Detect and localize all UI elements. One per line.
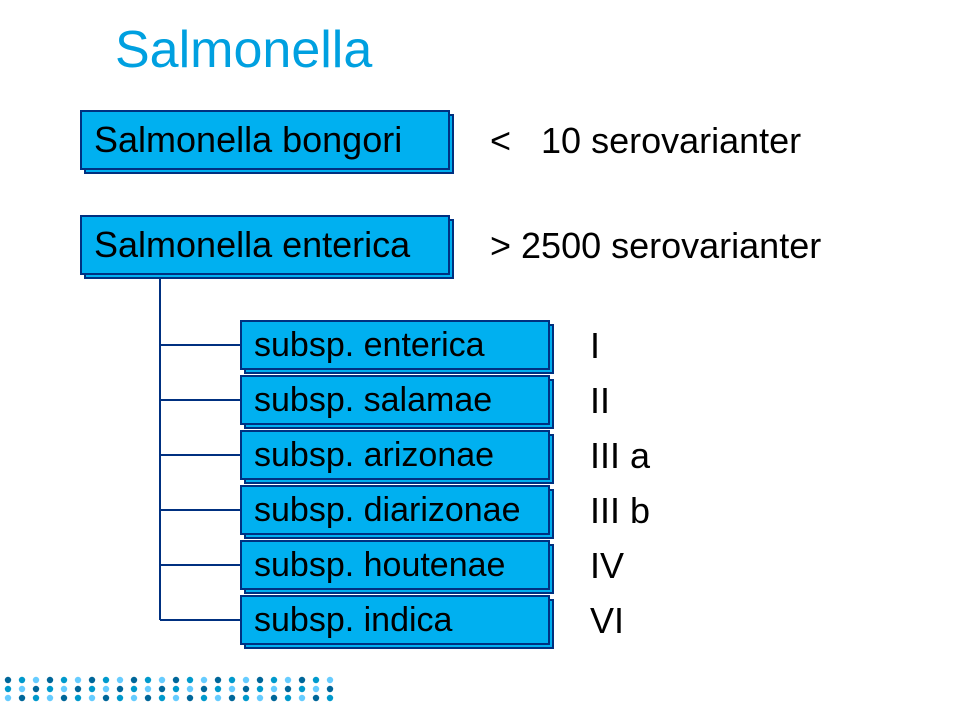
box-label-sub_salamae: subsp. salamae bbox=[254, 381, 492, 420]
box-label-sub_diarizonae: subsp. diarizonae bbox=[254, 491, 521, 530]
box-sub_salamae: subsp. salamae bbox=[240, 375, 550, 425]
box-sub_diarizonae: subsp. diarizonae bbox=[240, 485, 550, 535]
box-enterica: Salmonella enterica bbox=[80, 215, 450, 275]
right-label-sub_salamae: II bbox=[590, 380, 610, 422]
right-label-bongori: < 10 serovarianter bbox=[490, 120, 801, 162]
box-sub_indica: subsp. indica bbox=[240, 595, 550, 645]
right-label-enterica: > 2500 serovarianter bbox=[490, 225, 821, 267]
right-label-sub_arizonae: III a bbox=[590, 435, 650, 477]
box-label-sub_indica: subsp. indica bbox=[254, 601, 452, 640]
box-label-sub_houtenae: subsp. houtenae bbox=[254, 546, 505, 585]
right-label-sub_enterica: I bbox=[590, 325, 600, 367]
box-label-sub_enterica: subsp. enterica bbox=[254, 326, 485, 365]
box-label-sub_arizonae: subsp. arizonae bbox=[254, 436, 494, 475]
box-label-enterica: Salmonella enterica bbox=[94, 224, 410, 266]
right-label-sub_diarizonae: III b bbox=[590, 490, 650, 532]
box-label-bongori: Salmonella bongori bbox=[94, 119, 402, 161]
box-sub_houtenae: subsp. houtenae bbox=[240, 540, 550, 590]
box-sub_enterica: subsp. enterica bbox=[240, 320, 550, 370]
decorative-dots bbox=[0, 672, 360, 704]
box-sub_arizonae: subsp. arizonae bbox=[240, 430, 550, 480]
box-bongori: Salmonella bongori bbox=[80, 110, 450, 170]
right-label-sub_houtenae: IV bbox=[590, 545, 624, 587]
right-label-sub_indica: VI bbox=[590, 600, 624, 642]
